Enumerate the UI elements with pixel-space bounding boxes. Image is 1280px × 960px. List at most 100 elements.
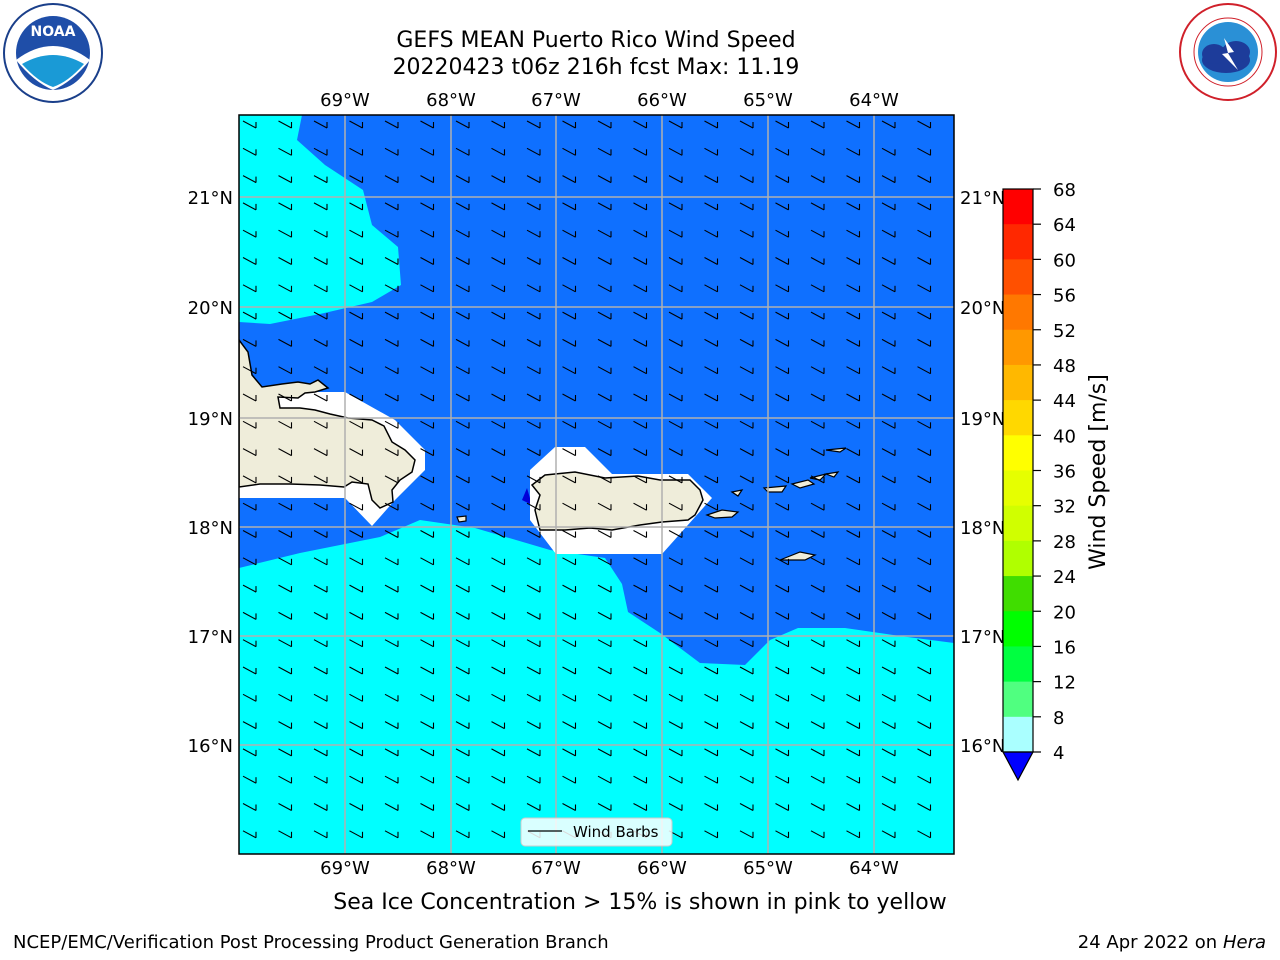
wind-barb <box>704 147 719 156</box>
lon-label-bottom: 67°W <box>531 858 581 879</box>
lat-label-right: 17°N <box>960 627 1005 648</box>
wind-barb <box>846 175 861 184</box>
wind-barb <box>597 584 612 593</box>
wind-barb <box>846 120 861 129</box>
colorbar-band <box>1003 259 1033 296</box>
wind-barbs <box>242 120 932 839</box>
wind-barb <box>420 229 435 238</box>
wind-barb <box>562 284 577 293</box>
wind-barb <box>278 502 293 511</box>
wind-barb <box>349 830 364 839</box>
wind-barb <box>420 175 435 184</box>
wind-barb <box>384 229 399 238</box>
wind-barb <box>526 366 541 375</box>
wind-barb <box>917 584 932 593</box>
wind-barb <box>668 420 683 429</box>
wind-barb <box>562 557 577 566</box>
wind-barb <box>313 475 328 484</box>
wind-barb <box>775 120 790 129</box>
wind-barb <box>917 557 932 566</box>
wind-barb <box>349 393 364 402</box>
wind-barb <box>739 311 754 320</box>
wind-barb <box>846 257 861 265</box>
wind-barb <box>917 721 932 730</box>
wind-barb <box>313 830 328 839</box>
wind-barb <box>846 775 861 784</box>
colorbar-tick-label: 64 <box>1053 215 1076 236</box>
wind-barb <box>846 366 861 375</box>
island-virgin-gorda <box>823 471 840 478</box>
wind-barb-legend: Wind Barbs <box>520 817 673 847</box>
wind-barb <box>633 284 648 293</box>
lat-label-left: 17°N <box>188 627 233 648</box>
wind-barb <box>633 229 648 238</box>
wind-barb <box>420 393 435 402</box>
wind-barb <box>633 175 648 184</box>
wind-barb <box>242 666 257 675</box>
wind-barb <box>633 639 648 648</box>
wind-barb <box>491 721 506 730</box>
wind-barb <box>278 366 293 375</box>
wind-barb <box>278 175 293 184</box>
wind-barb <box>775 475 790 484</box>
wind-barb <box>668 584 683 593</box>
wind-barb <box>420 748 435 757</box>
wind-barb <box>562 693 577 702</box>
wind-barb <box>242 311 257 320</box>
wind-barb <box>917 147 932 156</box>
graticule <box>239 115 954 854</box>
wind-barb <box>491 693 506 702</box>
wind-barb <box>846 202 861 211</box>
wind-barb <box>491 530 506 538</box>
wind-barb <box>668 803 683 811</box>
wind-barb <box>917 257 932 265</box>
wind-barb <box>668 229 683 238</box>
lon-label-bottom: 65°W <box>743 858 793 879</box>
wind-barb <box>455 830 470 839</box>
wind-barb <box>704 557 719 566</box>
wind-barb <box>633 202 648 211</box>
wind-barb <box>810 639 825 648</box>
wind-barb <box>739 147 754 156</box>
lon-label-bottom: 66°W <box>637 858 687 879</box>
colorbar-tick-label: 56 <box>1053 286 1076 307</box>
wind-barb <box>526 530 541 538</box>
wind-barb <box>349 420 364 429</box>
wind-barb <box>597 311 612 320</box>
colorbar-band <box>1003 646 1033 683</box>
wind-barb <box>810 366 825 375</box>
lat-label-right: 20°N <box>960 298 1005 319</box>
wind-barb <box>846 147 861 156</box>
wind-barb <box>278 639 293 648</box>
wind-barb <box>349 229 364 238</box>
wind-barb <box>562 147 577 156</box>
wind-barb <box>491 502 506 511</box>
wind-barb <box>633 693 648 702</box>
wind-barb <box>810 202 825 211</box>
wind-barb <box>278 202 293 211</box>
wind-barb <box>278 147 293 156</box>
wind-barb <box>633 366 648 375</box>
wind-barb <box>810 693 825 702</box>
wind-barb <box>846 721 861 730</box>
wind-barb <box>384 803 399 811</box>
wind-barb <box>597 420 612 429</box>
colorbar-tick-label: 60 <box>1053 250 1076 271</box>
longitude-labels-top: 69°W 68°W 67°W 66°W 65°W 64°W <box>320 90 899 111</box>
wind-barb <box>455 666 470 675</box>
wind-barb <box>420 448 435 457</box>
wind-barb <box>491 120 506 129</box>
lon-label-bottom: 69°W <box>320 858 370 879</box>
wind-barb <box>917 284 932 293</box>
lat-label-right: 19°N <box>960 409 1005 430</box>
wind-barb <box>846 311 861 320</box>
wind-barb <box>526 639 541 648</box>
wind-barb <box>775 366 790 375</box>
wind-barb <box>704 830 719 839</box>
wind-barb <box>775 748 790 757</box>
wind-barb <box>775 611 790 620</box>
wind-barb <box>846 557 861 566</box>
wind-barb <box>775 284 790 293</box>
wind-barb <box>278 448 293 457</box>
wind-barb <box>633 557 648 566</box>
